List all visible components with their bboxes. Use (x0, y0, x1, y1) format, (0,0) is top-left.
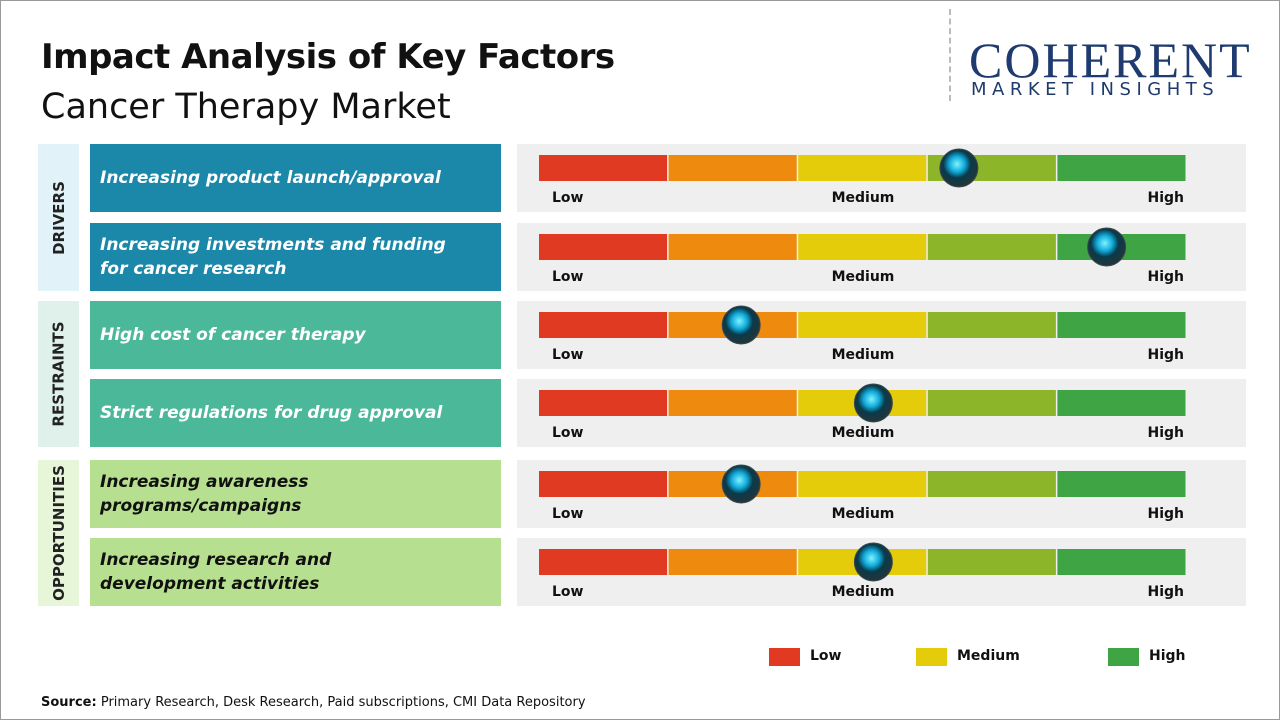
gauge-segment (539, 471, 668, 497)
gauge-segment (927, 234, 1056, 260)
gauge-segment (1057, 155, 1186, 181)
gauge-segment (1057, 312, 1186, 338)
factor-box: Increasing research and development acti… (90, 538, 501, 606)
logo-tagline: MARKET INSIGHTS (971, 79, 1220, 100)
impact-knob (939, 148, 979, 188)
gauge-tick-label: High (1147, 269, 1184, 285)
source-label: Source: (41, 695, 97, 710)
subtitle: Cancer Therapy Market (41, 87, 451, 127)
legend-swatch (916, 648, 947, 666)
gauge-tick-label: Low (552, 584, 584, 600)
gauge: Low Medium High (539, 383, 1186, 441)
impact-knob (721, 464, 761, 504)
title: Impact Analysis of Key Factors (41, 37, 615, 77)
gauge-segment (798, 471, 927, 497)
impact-knob (853, 542, 893, 582)
gauge-segment (539, 312, 668, 338)
legend-label: Medium (957, 648, 1020, 664)
logo: COHERENT (969, 32, 1252, 88)
gauge: Low Medium High (539, 227, 1186, 285)
gauge-panel: Low Medium High (517, 223, 1246, 291)
impact-knob (853, 383, 893, 423)
gauge-panel: Low Medium High (517, 301, 1246, 369)
group-label: RESTRAINTS (38, 301, 79, 447)
gauge-tick-label: High (1147, 584, 1184, 600)
gauge-segment (798, 312, 927, 338)
gauge-segment (539, 390, 668, 416)
gauge-tick-label: High (1147, 190, 1184, 206)
gauge-panel: Low Medium High (517, 144, 1246, 212)
impact-knob (721, 305, 761, 345)
group-label: DRIVERS (38, 144, 79, 291)
gauge: Low Medium High (539, 542, 1186, 600)
source-text: Primary Research, Desk Research, Paid su… (100, 695, 586, 710)
gauge-segment (927, 312, 1056, 338)
factor-box: Increasing awareness programs/campaigns (90, 460, 501, 528)
gauge-segment (798, 155, 927, 181)
source: Source: Primary Research, Desk Research,… (41, 695, 586, 710)
legend-label: High (1149, 648, 1186, 664)
gauge-tick-label: Low (552, 506, 584, 522)
gauge-tick-label: Medium (832, 506, 895, 522)
gauge-segment (1057, 471, 1186, 497)
gauge: Low Medium High (539, 305, 1186, 363)
group-name: OPPORTUNITIES (49, 465, 68, 601)
impact-knob (1087, 227, 1127, 267)
factor-box: Strict regulations for drug approval (90, 379, 501, 447)
gauge-panel: Low Medium High (517, 460, 1246, 528)
gauge-tick-label: Medium (832, 347, 895, 363)
factor-box: Increasing investments and funding for c… (90, 223, 501, 291)
gauge-segment (539, 234, 668, 260)
gauge-tick-label: Low (552, 425, 584, 441)
gauge-segment (668, 549, 797, 575)
gauge-segment (539, 549, 668, 575)
gauge-tick-label: Medium (832, 190, 895, 206)
factor-box: High cost of cancer therapy (90, 301, 501, 369)
group-label: OPPORTUNITIES (38, 460, 79, 606)
gauge-segment (927, 549, 1056, 575)
group-name: RESTRAINTS (49, 321, 68, 427)
gauge-tick-label: High (1147, 347, 1184, 363)
gauge-tick-label: High (1147, 506, 1184, 522)
gauge-segment (668, 234, 797, 260)
gauge-tick-label: Medium (832, 269, 895, 285)
legend-label: Low (810, 648, 842, 664)
gauge-tick-label: Low (552, 190, 584, 206)
gauge-segment (927, 471, 1056, 497)
divider (949, 9, 951, 101)
gauge-segment (668, 155, 797, 181)
gauge-segment (668, 390, 797, 416)
gauge-tick-label: Low (552, 269, 584, 285)
gauge-segment (1057, 390, 1186, 416)
gauge-segment (798, 234, 927, 260)
gauge-tick-label: High (1147, 425, 1184, 441)
gauge-segment (1057, 549, 1186, 575)
gauge-tick-label: Low (552, 347, 584, 363)
gauge-panel: Low Medium High (517, 379, 1246, 447)
gauge: Low Medium High (539, 148, 1186, 206)
factor-box: Increasing product launch/approval (90, 144, 501, 212)
gauge-segment (927, 390, 1056, 416)
legend-swatch (769, 648, 800, 666)
group-name: DRIVERS (49, 180, 68, 255)
gauge-tick-label: Medium (832, 584, 895, 600)
gauge-segment (539, 155, 668, 181)
gauge: Low Medium High (539, 464, 1186, 522)
legend-swatch (1108, 648, 1139, 666)
gauge-tick-label: Medium (832, 425, 895, 441)
gauge-panel: Low Medium High (517, 538, 1246, 606)
